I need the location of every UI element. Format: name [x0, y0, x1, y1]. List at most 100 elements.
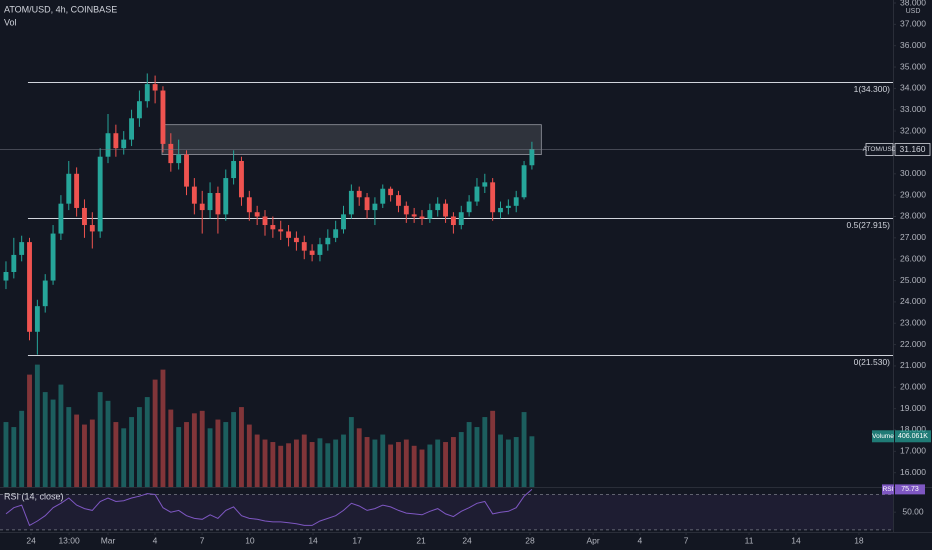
- candle-body: [11, 254, 17, 273]
- volume-bar: [443, 442, 448, 487]
- candle-body: [239, 160, 244, 198]
- candle-body: [443, 203, 448, 217]
- volume-bar: [388, 444, 394, 487]
- volume-bar: [356, 428, 362, 487]
- volume-bar: [74, 414, 80, 487]
- candle-body: [191, 186, 197, 204]
- candle-body: [184, 154, 189, 187]
- fib-level-label: 0.5(27.915): [847, 220, 891, 230]
- volume-bar: [325, 443, 331, 487]
- volume-bar: [42, 392, 48, 487]
- volume-bar: [191, 413, 197, 487]
- volume-bar: [168, 409, 174, 487]
- y-tick-label: 25.000: [900, 275, 926, 285]
- x-tick-label: 21: [416, 535, 426, 545]
- volume-bar: [246, 424, 252, 487]
- candle-body: [231, 160, 237, 179]
- price-badge: [894, 143, 931, 156]
- candle-body: [505, 205, 511, 208]
- volume-bar: [184, 422, 189, 487]
- candle-body: [419, 216, 425, 219]
- x-tick-label: 11: [745, 535, 754, 545]
- volume-bar: [82, 424, 87, 487]
- volume-bar: [207, 428, 213, 487]
- y-tick-label: 19.000: [900, 403, 926, 413]
- x-tick-label: 4: [153, 535, 158, 545]
- volume-bar: [427, 444, 433, 487]
- y-tick-label: 30.000: [900, 168, 926, 178]
- volume-bar: [474, 427, 480, 487]
- candle-body: [254, 212, 260, 217]
- y-tick-label: 18.000: [900, 424, 926, 434]
- volume-bar: [239, 407, 244, 487]
- candle-body: [82, 207, 87, 226]
- candle-body: [34, 306, 40, 332]
- candle-body: [380, 188, 386, 204]
- volume-bar: [450, 437, 456, 487]
- candle-body: [474, 186, 480, 202]
- volume-bar: [435, 439, 441, 487]
- candle-body: [199, 203, 205, 211]
- volume-bar: [521, 412, 527, 487]
- currency-label: USD: [906, 8, 921, 15]
- volume-bar: [254, 434, 260, 487]
- volume-value-badge: [895, 430, 931, 443]
- candle-body: [521, 165, 527, 198]
- candle-body: [19, 242, 25, 255]
- y-tick-label: 26.000: [900, 253, 926, 263]
- rsi-line: [5, 489, 533, 527]
- y-tick-label: 22.000: [900, 339, 926, 349]
- volume-bar: [19, 410, 25, 487]
- x-tick-label: 10: [245, 535, 255, 545]
- y-tick-label: 23.000: [900, 317, 926, 327]
- volume-bar: [513, 437, 519, 487]
- y-tick-label: 17.000: [900, 446, 926, 456]
- x-tick-label: 28: [525, 535, 535, 545]
- y-tick-label: 29.000: [900, 189, 926, 199]
- symbol-badge-label: ATOM/USD: [863, 146, 897, 153]
- volume-bar: [223, 422, 229, 487]
- candle-body: [246, 197, 252, 213]
- volume-bar: [199, 410, 205, 487]
- y-tick-label: 34.000: [900, 83, 926, 93]
- volume-bar: [121, 428, 127, 487]
- candle-body: [490, 182, 496, 213]
- volume-bar: [11, 427, 17, 487]
- candle-body: [450, 216, 456, 226]
- volume-bar: [505, 439, 511, 487]
- candle-body: [58, 203, 64, 234]
- rsi-tick-label: 50.00: [902, 506, 924, 516]
- volume-bar: [372, 439, 378, 487]
- y-tick-label: 32.000: [900, 125, 926, 135]
- volume-name-badge: [872, 430, 894, 443]
- volume-bar: [160, 369, 166, 487]
- volume-bar: [262, 439, 268, 487]
- y-tick-label: 33.000: [900, 104, 926, 114]
- volume-bar: [529, 436, 535, 487]
- y-tick-label: 38.000: [900, 0, 926, 7]
- candle-body: [435, 203, 441, 211]
- candle-body: [66, 173, 72, 204]
- candle-body: [427, 210, 433, 219]
- volume-bar: [380, 434, 386, 487]
- x-tick-label: 7: [684, 535, 689, 545]
- volume-bar: [58, 384, 64, 487]
- volume-bar: [317, 438, 323, 487]
- volume-bar: [136, 407, 142, 487]
- fib-level-label: 0(21.530): [854, 357, 891, 367]
- candle-body: [121, 139, 127, 149]
- volume-bar: [309, 442, 315, 487]
- volume-bar: [278, 445, 284, 487]
- candle-body: [270, 225, 276, 230]
- volume-bar: [498, 434, 503, 487]
- y-tick-label: 35.000: [900, 61, 926, 71]
- volume-bar: [176, 427, 182, 487]
- candle-body: [364, 197, 370, 211]
- volume-bar: [458, 432, 464, 487]
- volume-bar: [50, 399, 56, 487]
- candle-body: [341, 214, 346, 230]
- candle-body: [529, 149, 535, 166]
- candle-body: [3, 272, 9, 281]
- candle-body: [396, 195, 401, 206]
